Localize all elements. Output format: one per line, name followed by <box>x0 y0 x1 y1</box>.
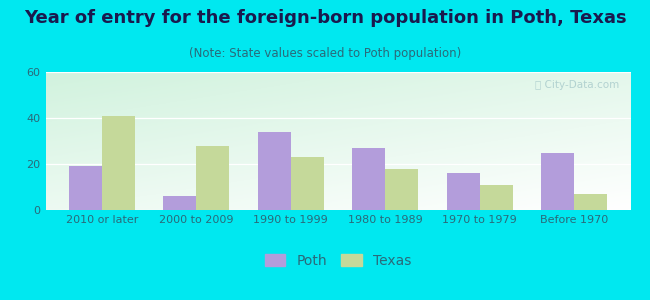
Bar <box>196 146 229 210</box>
Bar <box>574 194 607 210</box>
Bar <box>102 116 135 210</box>
Bar <box>163 196 196 210</box>
Text: ⓘ City-Data.com: ⓘ City-Data.com <box>534 80 619 90</box>
Bar <box>447 173 480 210</box>
Text: (Note: State values scaled to Poth population): (Note: State values scaled to Poth popul… <box>189 46 461 59</box>
Bar <box>385 169 418 210</box>
Bar <box>541 152 574 210</box>
Bar <box>291 157 324 210</box>
Legend: Poth, Texas: Poth, Texas <box>261 250 415 272</box>
Bar <box>69 166 102 210</box>
Bar <box>258 132 291 210</box>
Bar <box>352 148 385 210</box>
Bar <box>480 185 513 210</box>
Text: Year of entry for the foreign-born population in Poth, Texas: Year of entry for the foreign-born popul… <box>23 9 627 27</box>
